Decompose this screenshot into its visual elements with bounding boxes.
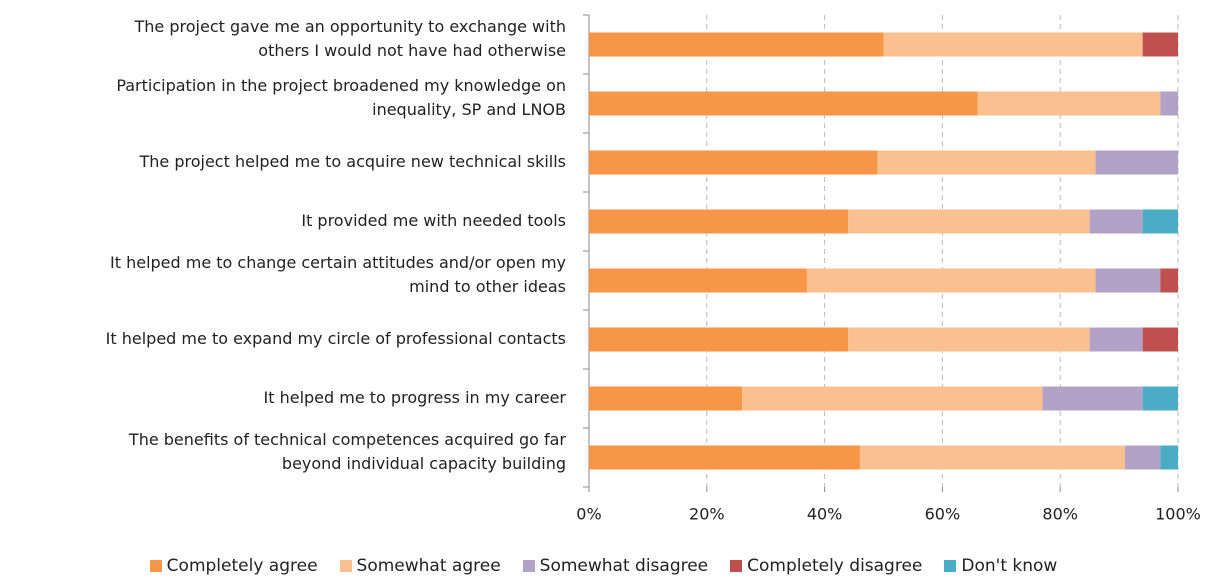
bar-segment: [1095, 268, 1161, 293]
x-tick-label: 0%: [576, 505, 601, 524]
y-tick-label: It provided me with needed tools: [301, 211, 566, 230]
bar-segment: [848, 327, 1090, 352]
bar-segment: [1142, 209, 1178, 234]
x-tick-label: 20%: [689, 505, 725, 524]
y-tick-label: It helped me to expand my circle of prof…: [106, 329, 566, 348]
bar-segment: [877, 150, 1096, 175]
bar-segment: [1089, 327, 1143, 352]
bar-segment: [589, 32, 884, 57]
chart: 0% 20% 40% 60% 80% 100% The project gave me an…: [106, 14, 1201, 524]
bar-segment: [1160, 91, 1178, 116]
bar-segment: [589, 386, 743, 411]
bar-segment: [883, 32, 1143, 57]
legend-label: Don't know: [961, 556, 1058, 576]
y-tick-label: It helped me to progress in my career: [264, 388, 567, 407]
y-tick-label: Participation in the project broadened m…: [116, 76, 566, 95]
bar-segment: [589, 209, 849, 234]
legend-swatch: [522, 560, 535, 572]
x-tick-label: 100%: [1155, 505, 1201, 524]
legend: Completely agree Somewhat agree Somewhat d…: [0, 556, 1207, 576]
bar-segment: [806, 268, 1096, 293]
bar-segment: [1160, 445, 1178, 470]
legend-swatch: [730, 560, 743, 572]
legend-item: Somewhat disagree: [522, 556, 709, 576]
bar-segment: [1160, 268, 1178, 293]
legend-swatch: [944, 560, 957, 572]
y-tick-label: beyond individual capacity building: [282, 454, 566, 473]
legend-swatch: [149, 560, 162, 572]
bar-segment: [1142, 327, 1178, 352]
bar-segment: [589, 268, 807, 293]
bar-segment: [1095, 150, 1178, 175]
y-tick-label: The project gave me an opportunity to ex…: [134, 17, 566, 36]
y-tick-label: The project helped me to acquire new tec…: [139, 152, 567, 171]
legend-label: Somewhat agree: [356, 556, 501, 576]
x-tick-label: 80%: [1042, 505, 1078, 524]
legend-item: Completely disagree: [730, 556, 922, 576]
bar-segment: [859, 445, 1125, 470]
bar-segment: [1142, 32, 1178, 57]
bar-segment: [589, 150, 878, 175]
y-tick-label: The benefits of technical competences ac…: [128, 430, 567, 449]
bar-segment: [589, 91, 978, 116]
bar-segment: [1142, 386, 1178, 411]
legend-item: Somewhat agree: [339, 556, 501, 576]
legend-label: Completely agree: [166, 556, 318, 576]
bar-segment: [742, 386, 1043, 411]
y-tick-label: mind to other ideas: [409, 277, 566, 296]
bar-segment: [589, 327, 849, 352]
bar-segment: [1124, 445, 1161, 470]
bar-segment: [977, 91, 1161, 116]
y-tick-label: It helped me to change certain attitudes…: [110, 253, 566, 272]
bar-segment: [1089, 209, 1143, 234]
x-tick-label: 40%: [807, 505, 843, 524]
legend-swatch: [339, 560, 352, 572]
y-tick-label: others I would not have had otherwise: [258, 41, 566, 60]
legend-label: Somewhat disagree: [539, 556, 709, 576]
bar-segment: [1042, 386, 1143, 411]
legend-label: Completely disagree: [747, 556, 923, 576]
bar-segment: [589, 445, 860, 470]
bar-segment: [848, 209, 1090, 234]
x-tick-label: 60%: [925, 505, 961, 524]
y-tick-label: inequality, SP and LNOB: [372, 100, 566, 119]
legend-item: Don't know: [944, 556, 1057, 576]
legend-item: Completely agree: [149, 556, 318, 576]
